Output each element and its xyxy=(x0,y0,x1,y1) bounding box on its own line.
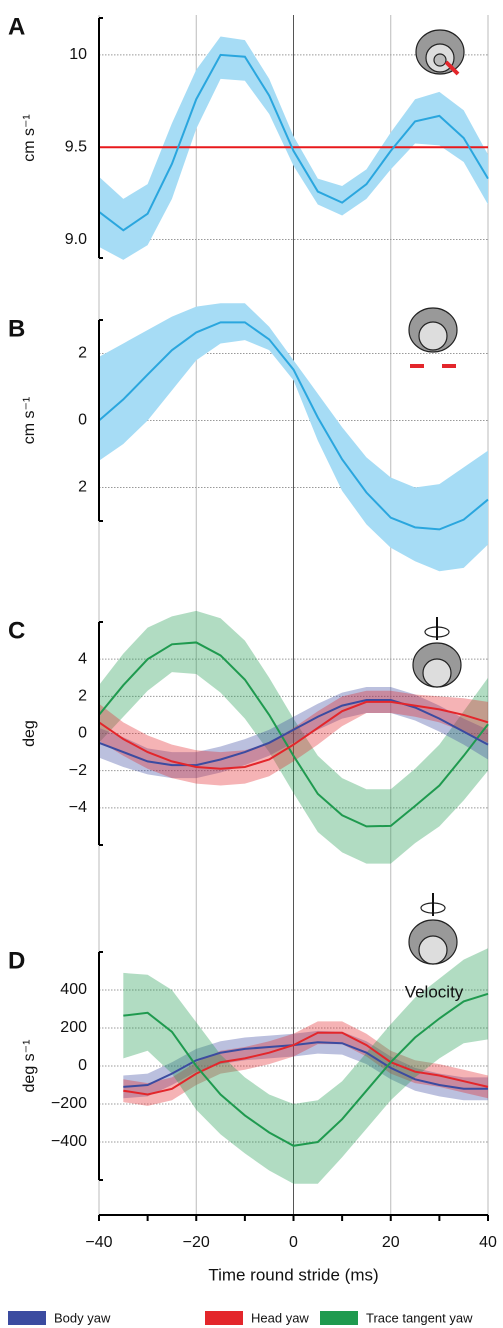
x-tick-label: −40 xyxy=(85,1234,112,1251)
line xyxy=(123,1031,489,1096)
error-band xyxy=(99,690,488,786)
x-tick-label: 40 xyxy=(479,1234,497,1251)
fly-head-icon xyxy=(415,29,465,76)
error-band xyxy=(123,948,488,1184)
fly-head-icon xyxy=(408,307,458,368)
y-tick-label: 0 xyxy=(78,725,87,742)
line xyxy=(98,53,489,232)
y-tick-label: 9.5 xyxy=(65,138,87,155)
legend-swatch xyxy=(205,1311,243,1325)
panel-label: D xyxy=(8,947,25,974)
y-axis-label: cm s⁻¹ xyxy=(21,397,38,445)
y-tick-label: 2 xyxy=(78,345,87,362)
line xyxy=(123,1041,488,1090)
error-band xyxy=(99,687,488,779)
error-band xyxy=(99,303,488,572)
legend-label: Head yaw xyxy=(251,1310,309,1325)
y-axis-label: deg xyxy=(21,720,38,747)
x-tick-label: −20 xyxy=(183,1234,210,1251)
error-band xyxy=(123,1030,488,1101)
y-tick-label: 200 xyxy=(60,1019,87,1036)
legend-label: Body yaw xyxy=(54,1310,111,1325)
y-tick-label: 2 xyxy=(78,688,87,705)
line xyxy=(98,321,489,531)
y-axis-label: deg s⁻¹ xyxy=(21,1040,38,1093)
line xyxy=(123,992,489,1147)
y-tick-label: 9.0 xyxy=(65,231,87,248)
y-tick-label: 0 xyxy=(78,1057,87,1074)
y-tick-label: −4 xyxy=(69,799,87,816)
panel-label: C xyxy=(8,617,25,644)
fly-head-icon xyxy=(408,893,458,965)
error-band xyxy=(99,610,488,864)
x-tick-label: 20 xyxy=(382,1234,400,1251)
y-tick-label: 0 xyxy=(78,412,87,429)
y-tick-label: 10 xyxy=(69,46,87,63)
annotation: Velocity xyxy=(405,982,464,1001)
x-axis-label: Time round stride (ms) xyxy=(208,1265,378,1284)
y-axis-label: cm s⁻¹ xyxy=(21,114,38,162)
y-tick-label: −200 xyxy=(51,1095,87,1112)
line xyxy=(98,699,489,767)
y-tick-label: 4 xyxy=(78,650,87,667)
legend-label: Trace tangent yaw xyxy=(366,1310,473,1325)
fly-head-icon xyxy=(412,617,462,688)
line xyxy=(98,700,489,770)
y-tick-label: 2 xyxy=(78,479,87,496)
x-tick-label: 0 xyxy=(289,1234,298,1251)
y-tick-label: −400 xyxy=(51,1133,87,1150)
y-tick-label: 400 xyxy=(60,981,87,998)
legend-swatch xyxy=(320,1311,358,1325)
legend-swatch xyxy=(8,1311,46,1325)
panel-label: B xyxy=(8,315,25,342)
panel-label: A xyxy=(8,13,25,40)
line xyxy=(98,641,489,828)
y-tick-label: −2 xyxy=(69,762,87,779)
